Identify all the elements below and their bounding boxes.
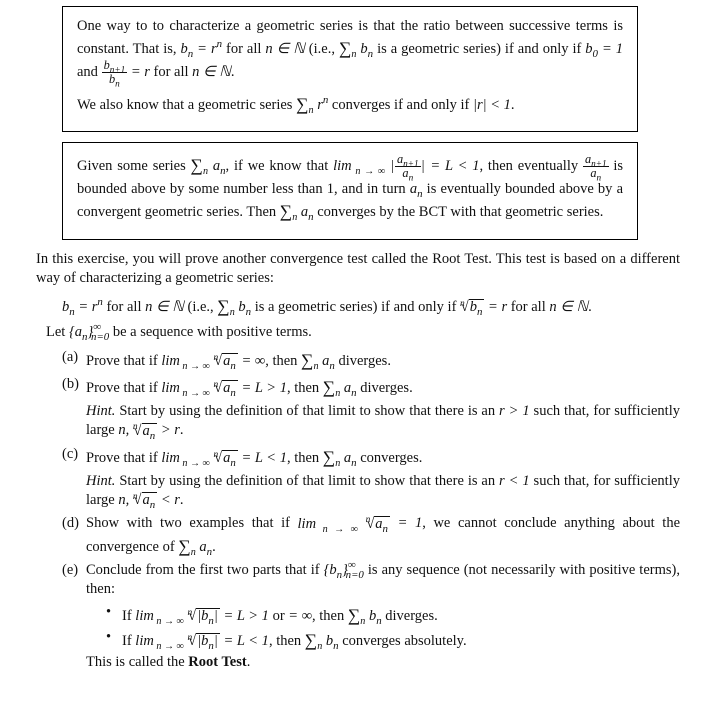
part-b: (b) Prove that if lim n → ∞ n√an = L > 1… (62, 375, 680, 398)
box2-p: Given some series ∑n an, if we know that… (77, 153, 623, 222)
part-b-hint: Hint. Start by using the definition of t… (62, 402, 680, 440)
part-c-hint: Hint. Start by using the definition of t… (62, 472, 680, 510)
part-e-bullet-1: If lim n → ∞ n√|bn| = L > 1 or = ∞, then… (106, 603, 680, 626)
part-e-bullet-2: If lim n → ∞ n√|bn| = L < 1, then ∑n bn … (106, 628, 680, 651)
part-d: (d) Show with two examples that if lim n… (62, 514, 680, 556)
box-geom-char: One way to to characterize a geometric s… (62, 6, 638, 132)
part-a: (a) Prove that if lim n → ∞ n√an = ∞, th… (62, 348, 680, 371)
part-e-bullets: If lim n → ∞ n√|bn| = L > 1 or = ∞, then… (106, 603, 680, 651)
page: One way to to characterize a geometric s… (0, 0, 716, 682)
box1-p1: One way to to characterize a geometric s… (77, 17, 623, 86)
intro-p1: In this exercise, you will prove another… (36, 250, 680, 288)
part-e: (e) Conclude from the first two parts th… (62, 561, 680, 599)
part-c: (c) Prove that if lim n → ∞ n√an = L < 1… (62, 445, 680, 468)
part-e-end: This is called the Root Test. (62, 653, 680, 672)
let-line: Let {an}∞n=0 be a sequence with positive… (46, 323, 680, 342)
intro-p2: bn = rn for all n ∈ ℕ (i.e., ∑n bn is a … (62, 294, 680, 317)
parts-list: (a) Prove that if lim n → ∞ n√an = ∞, th… (62, 348, 680, 672)
box1-p2: We also know that a geometric series ∑n … (77, 92, 623, 115)
box-ratio-test: Given some series ∑n an, if we know that… (62, 142, 638, 239)
